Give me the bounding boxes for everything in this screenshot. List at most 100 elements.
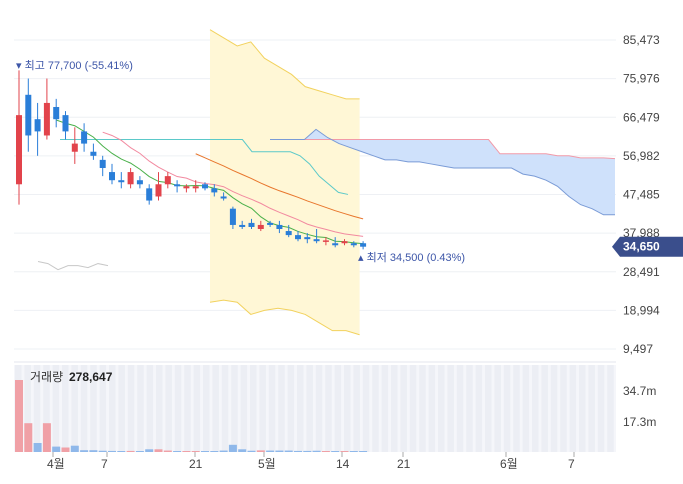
volume-slot	[362, 365, 370, 452]
volume-slot	[99, 365, 107, 452]
volume-slot	[466, 365, 473, 452]
volume-slot	[438, 365, 445, 452]
volume-tick-label: 17.3m	[623, 415, 656, 429]
current-price-badge	[612, 236, 683, 257]
candle	[248, 218, 255, 230]
volume-slot	[597, 365, 605, 452]
candle-body	[90, 151, 97, 156]
candle-body	[25, 94, 32, 136]
candle-body	[16, 115, 22, 185]
volume-bar	[108, 450, 116, 452]
volume-bar	[359, 451, 368, 452]
date-axis: 4월 7 21 5월 14 21 6월 7	[47, 452, 575, 471]
volume-bar	[238, 449, 247, 452]
price-tick-label: 75,976	[623, 72, 660, 86]
candle	[146, 184, 153, 205]
cloud-fill	[270, 129, 615, 215]
candle-body	[136, 180, 143, 185]
candle	[99, 155, 106, 177]
volume-slot	[372, 365, 379, 452]
volume-bar	[145, 449, 154, 452]
volume-slot	[156, 365, 163, 452]
candle	[276, 220, 283, 234]
lagging-span-line	[37, 261, 109, 271]
candle	[43, 78, 50, 140]
date-tick-label: 14	[336, 457, 350, 471]
volume-slot	[193, 365, 201, 452]
candle	[285, 224, 292, 238]
candle-body	[332, 243, 339, 246]
volume-bar	[191, 451, 200, 452]
candle-body	[53, 106, 60, 120]
candle	[90, 143, 97, 160]
candle-body	[146, 188, 153, 201]
price-tick-label: 37,988	[623, 226, 660, 240]
candle-body	[34, 119, 41, 132]
candle-body	[71, 143, 78, 152]
candle	[220, 192, 227, 201]
candle	[183, 184, 190, 193]
candle-body	[155, 184, 162, 197]
volume-slot	[109, 365, 116, 452]
date-tick-label: 21	[189, 457, 203, 471]
candle	[118, 172, 125, 189]
volume-slot	[146, 365, 154, 452]
date-tick-label: 7	[101, 457, 108, 471]
candle	[71, 127, 78, 164]
candle	[322, 237, 329, 246]
candle	[127, 168, 134, 189]
candle	[304, 233, 311, 244]
volume-panel: 거래량 278,647 34.7m 17.3m	[14, 365, 656, 452]
volume-slot	[43, 365, 50, 452]
volume-bar	[275, 450, 284, 452]
candle	[174, 180, 181, 193]
volume-bar	[284, 450, 293, 452]
price-tick-label: 18,994	[623, 303, 660, 317]
volume-slot	[297, 365, 304, 452]
candle-body	[99, 159, 106, 169]
date-tick-label: 4월	[47, 457, 65, 471]
volume-slot	[588, 365, 595, 452]
candle	[229, 206, 236, 230]
price-tick-label: 56,982	[623, 149, 660, 163]
volume-slot	[513, 365, 520, 452]
candle-body	[248, 222, 255, 227]
volume-bar	[182, 451, 191, 452]
volume-slot	[485, 365, 492, 452]
cloud-upper-line	[270, 139, 616, 160]
candle	[295, 231, 301, 242]
ma5-line	[56, 119, 364, 245]
bollinger-lower	[209, 299, 360, 336]
volume-slot	[503, 365, 511, 452]
volume-bar	[70, 445, 79, 452]
candle	[155, 172, 162, 201]
candle-body	[341, 241, 348, 244]
volume-slot	[52, 365, 60, 452]
volume-bar	[321, 451, 330, 452]
ichimoku-cloud	[60, 128, 616, 216]
candle-body	[350, 243, 357, 246]
volume-bar	[219, 450, 228, 452]
candle-body	[295, 235, 301, 240]
volume-slot	[456, 365, 464, 452]
price-axis: 85,473 75,976 66,479 56,982 47,485 37,988 28,4…	[623, 33, 660, 356]
candle	[202, 182, 208, 191]
volume-slot	[174, 365, 182, 452]
candle	[109, 163, 115, 185]
volume-slot	[221, 365, 229, 452]
candle-body	[192, 186, 199, 189]
candle	[192, 180, 199, 193]
low-price-marker: ▴ 최저 34,500 (0.43%)	[358, 251, 465, 264]
volume-slot	[325, 365, 332, 452]
price-tick-label: 9,497	[623, 342, 653, 356]
ma10-line	[102, 131, 364, 237]
volume-slot	[240, 365, 248, 452]
price-tick-label: 85,473	[623, 33, 660, 47]
current-price-label: 34,650	[623, 240, 660, 254]
volume-label: 거래량	[30, 370, 63, 384]
candle-body	[322, 240, 329, 242]
price-tick-label: 66,479	[623, 110, 660, 124]
candle	[332, 237, 339, 248]
volume-bar	[117, 451, 126, 452]
volume-bar	[294, 450, 302, 452]
